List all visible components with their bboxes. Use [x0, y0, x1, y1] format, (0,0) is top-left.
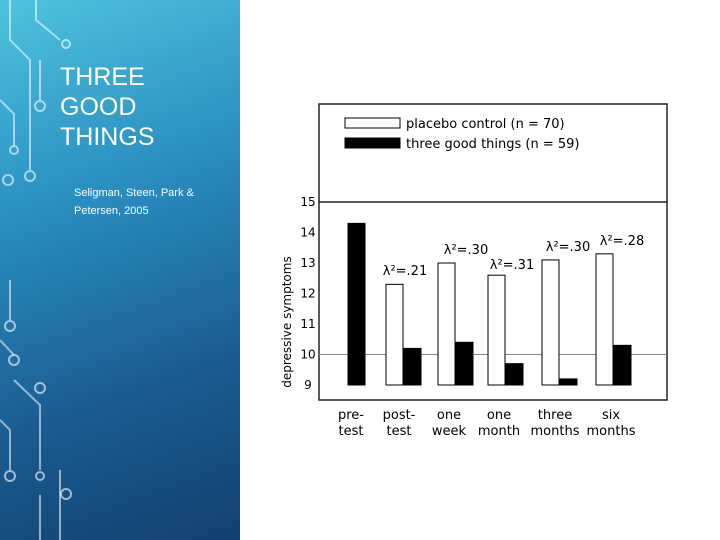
y-tick-label: 9 [304, 378, 312, 392]
x-tick-label: one month [478, 408, 520, 439]
bar-three-good-things [403, 347, 422, 386]
chart-area: placebo control (n = 70) three good thing… [278, 100, 678, 450]
citation-text: Seligman, Steen, Park & Petersen, 2005 [74, 187, 194, 217]
bar-chart: placebo control (n = 70) three good thing… [280, 103, 668, 439]
bar-three-good-things [613, 344, 632, 386]
y-tick-label: 13 [300, 256, 315, 270]
bar-three-good-things [505, 363, 524, 386]
legend-swatch [344, 137, 401, 149]
bar-placebo [437, 262, 456, 386]
y-axis-label: depressive symptoms [280, 256, 294, 387]
effect-size-annotation: λ²=.30 [546, 240, 590, 255]
y-axis-ticks: 15 14 13 12 11 10 9 [300, 195, 315, 392]
legend-label: placebo control (n = 70) [406, 117, 565, 132]
y-tick-label: 11 [300, 317, 315, 331]
circuit-decoration [0, 0, 72, 540]
legend-swatch [344, 117, 401, 129]
bar-placebo [541, 259, 560, 386]
bar-three-good-things [347, 222, 366, 386]
bar-three-good-things [455, 341, 474, 386]
chart-frame [318, 103, 668, 401]
y-tick-label: 15 [300, 195, 315, 209]
chart-bars [347, 222, 632, 386]
x-tick-label: six months [587, 408, 636, 439]
x-tick-label: three months [531, 408, 580, 439]
y-tick-label: 14 [300, 226, 315, 240]
bar-placebo [385, 283, 404, 386]
effect-size-annotation: λ²=.21 [383, 264, 427, 279]
effect-size-annotation: λ²=.28 [600, 234, 644, 249]
bar-three-good-things [559, 378, 578, 386]
y-tick-label: 10 [300, 348, 315, 362]
bar-placebo [595, 253, 614, 386]
y-tick-label: 12 [300, 287, 315, 301]
title-panel: THREE GOOD THINGS Seligman, Steen, Park … [0, 0, 240, 540]
bar-placebo [487, 274, 506, 386]
chart-legend: placebo control (n = 70) three good thing… [344, 117, 580, 152]
x-axis-labels: pre-test post-test one week one month three mon… [338, 408, 636, 439]
effect-size-annotation: λ²=.30 [444, 243, 488, 258]
plot-border [318, 103, 668, 401]
x-tick-label: pre-test [338, 408, 364, 439]
effect-size-annotation: λ²=.31 [490, 258, 534, 273]
slide-title: THREE GOOD THINGS [60, 63, 155, 151]
legend-label: three good things (n = 59) [406, 137, 580, 152]
x-tick-label: post-test [383, 408, 416, 439]
x-tick-label: one week [432, 408, 467, 439]
